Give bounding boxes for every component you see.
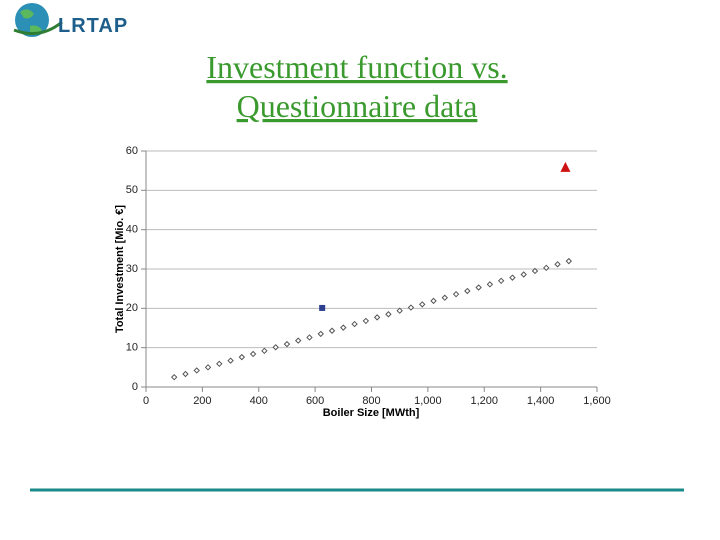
data-point [497, 277, 505, 285]
data-point [362, 317, 370, 325]
data-point [182, 370, 189, 378]
logo-land [20, 9, 42, 34]
data-point [328, 327, 336, 334]
data-point [170, 373, 178, 381]
logo-swoosh [13, 20, 63, 36]
x-tick-label: 600 [306, 395, 324, 407]
y-tick-label: 0 [132, 381, 138, 393]
y-axis-label: Total Investment [Mio. €] [114, 205, 126, 333]
x-tick-label: 1,200 [470, 395, 498, 407]
data-point [272, 344, 279, 351]
data-point [565, 257, 573, 265]
data-point [193, 367, 200, 374]
y-tick-label: 10 [126, 342, 138, 354]
slide-title: Investment function vs. [206, 49, 507, 85]
data-point [319, 304, 326, 311]
data-point [306, 334, 313, 341]
slide-title: Questionnaire data [237, 88, 478, 124]
data-point [351, 320, 358, 328]
logo-text: LRTAP [58, 15, 128, 37]
x-tick-label: 1,600 [583, 395, 611, 407]
data-point [216, 360, 223, 368]
data-point [520, 271, 527, 278]
data-point [475, 284, 482, 291]
data-point [543, 264, 550, 272]
y-tick-label: 40 [126, 224, 138, 236]
data-point [509, 274, 516, 281]
data-point [238, 353, 246, 361]
x-tick-label: 400 [250, 395, 268, 407]
data-point [486, 281, 494, 288]
data-point [317, 330, 324, 338]
data-point [452, 290, 460, 298]
data-point [261, 347, 268, 355]
data-point [295, 337, 302, 344]
x-axis-label: Boiler Size [MWth] [323, 407, 420, 419]
data-point [396, 307, 403, 314]
y-tick-label: 30 [126, 263, 138, 275]
data-point [419, 301, 426, 308]
data-point [227, 357, 234, 364]
data-point [464, 287, 471, 295]
logo: LRTAP [13, 3, 128, 37]
data-point [554, 261, 561, 268]
data-point [249, 350, 257, 358]
data-point [560, 161, 571, 172]
x-tick-label: 200 [193, 395, 211, 407]
data-point [407, 304, 415, 311]
data-point [430, 297, 437, 305]
x-tick-label: 1,000 [414, 395, 442, 407]
x-tick-label: 0 [143, 395, 149, 407]
y-tick-label: 60 [126, 145, 138, 157]
data-point [441, 294, 448, 301]
y-tick-label: 20 [126, 302, 138, 314]
data-point [204, 364, 212, 371]
x-tick-label: 1,400 [527, 395, 555, 407]
data-point [531, 267, 539, 275]
data-point [283, 340, 291, 348]
data-point [340, 324, 347, 331]
y-tick-label: 50 [126, 184, 138, 196]
x-tick-label: 800 [362, 395, 380, 407]
data-point [373, 314, 381, 321]
data-point [385, 311, 392, 318]
